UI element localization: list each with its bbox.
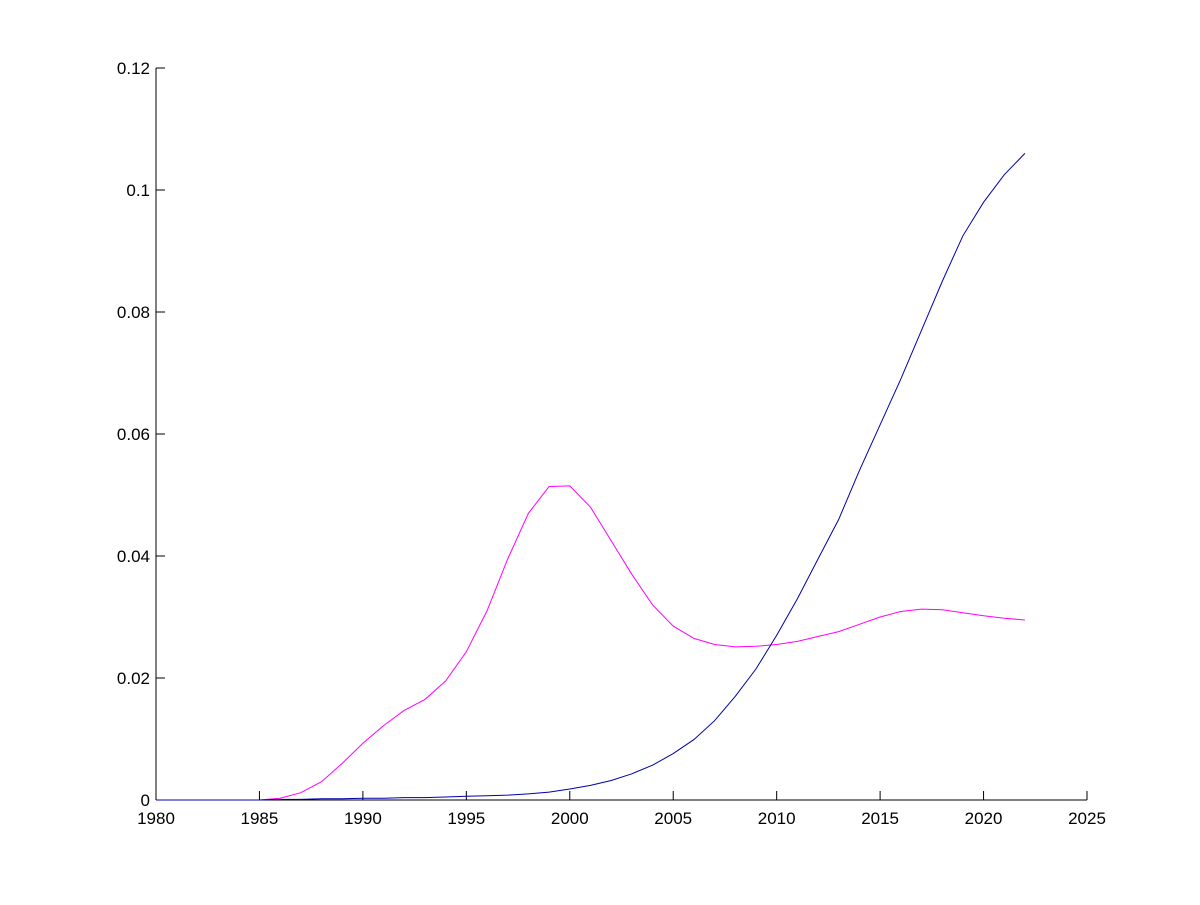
x-tick-label: 2015 bbox=[861, 809, 899, 828]
x-tick-label: 1990 bbox=[344, 809, 382, 828]
y-tick-label: 0.04 bbox=[117, 547, 150, 566]
series-line-1 bbox=[156, 153, 1026, 801]
x-tick-label: 2005 bbox=[654, 809, 692, 828]
y-tick-label: 0 bbox=[141, 791, 150, 810]
x-tick-label: 1985 bbox=[241, 809, 279, 828]
y-tick-label: 0.12 bbox=[117, 59, 150, 78]
x-tick-label: 2000 bbox=[551, 809, 589, 828]
y-tick-label: 0.06 bbox=[117, 425, 150, 444]
y-tick-label: 0.02 bbox=[117, 669, 150, 688]
x-tick-label: 2020 bbox=[965, 809, 1003, 828]
x-tick-label: 2025 bbox=[1068, 809, 1106, 828]
series-lines bbox=[156, 153, 1026, 801]
x-tick-label: 1980 bbox=[137, 809, 175, 828]
x-tick-label: 1995 bbox=[447, 809, 485, 828]
y-tick-label: 0.1 bbox=[126, 181, 150, 200]
axes: 1980 1985 1990 1995 2000 2005 2010 2015 2020 2025… bbox=[117, 59, 1106, 828]
series-line-0 bbox=[156, 485, 1025, 801]
x-tick-label: 2010 bbox=[758, 809, 796, 828]
y-tick-label: 0.08 bbox=[117, 303, 150, 322]
